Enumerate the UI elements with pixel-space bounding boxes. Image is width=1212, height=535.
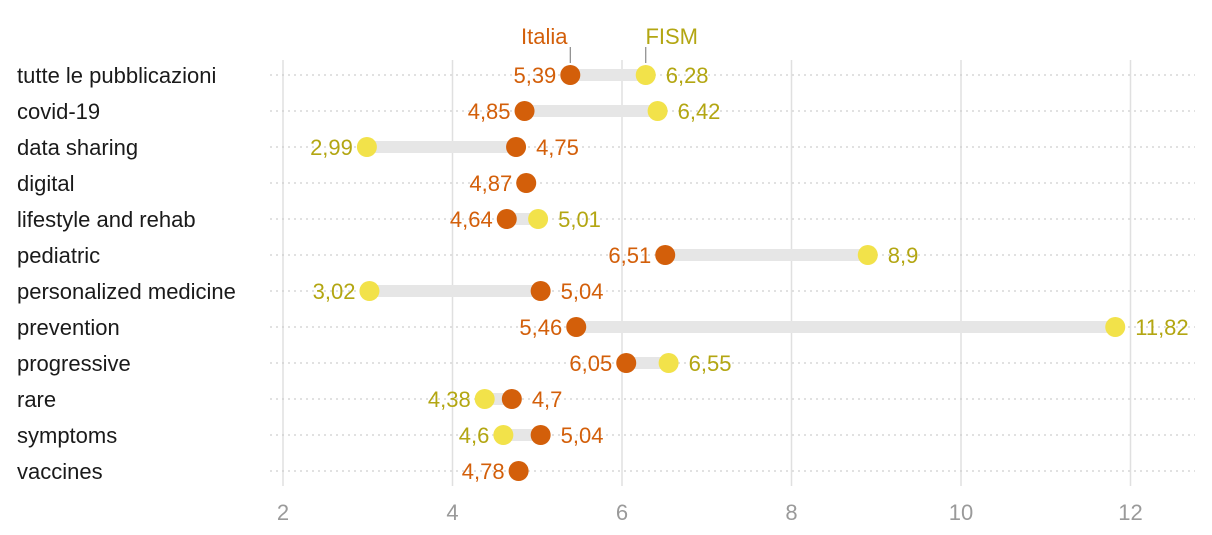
italia-dot <box>516 173 537 193</box>
label-layer: tutte le pubblicazioni 5,39 6,28 covid-19 4,… <box>17 63 1189 484</box>
fism-value-label: 6,28 <box>666 63 709 88</box>
italia-value-label: 4,75 <box>536 135 579 160</box>
italia-dot <box>655 245 676 265</box>
category-label: covid-19 <box>17 99 100 124</box>
category-label: lifestyle and rehab <box>17 207 196 232</box>
fism-value-label: 11,82 <box>1135 315 1188 340</box>
x-tick-label: 10 <box>949 500 973 525</box>
category-label: progressive <box>17 351 131 376</box>
italia-value-label: 4,87 <box>469 171 512 196</box>
category-label: rare <box>17 387 56 412</box>
x-tick-label: 6 <box>616 500 628 525</box>
italia-dot <box>566 317 587 337</box>
fism-value-label: 5,01 <box>558 207 601 232</box>
italia-value-label: 5,04 <box>561 423 604 448</box>
fism-value-label: 8,9 <box>888 243 919 268</box>
fism-dot <box>474 389 495 409</box>
italia-dot <box>530 281 551 301</box>
italia-dot <box>530 425 551 445</box>
italia-legend-label: Italia <box>521 24 568 49</box>
italia-value-label: 6,05 <box>569 351 612 376</box>
category-label: symptoms <box>17 423 117 448</box>
fism-value-label: 4,6 <box>459 423 490 448</box>
fism-value-label: 4,38 <box>428 387 471 412</box>
italia-value-label: 4,7 <box>532 387 563 412</box>
x-tick-label: 8 <box>785 500 797 525</box>
fism-dot <box>493 425 514 445</box>
x-tick-label: 2 <box>277 500 289 525</box>
italia-value-label: 4,78 <box>462 459 505 484</box>
italia-value-label: 4,85 <box>468 99 511 124</box>
category-label: data sharing <box>17 135 138 160</box>
category-label: pediatric <box>17 243 100 268</box>
x-tick-label: 4 <box>446 500 458 525</box>
fism-value-label: 2,99 <box>310 135 353 160</box>
italia-value-label: 6,51 <box>608 243 651 268</box>
italia-dot <box>514 101 535 121</box>
fism-dot <box>528 209 549 229</box>
italia-value-label: 5,39 <box>513 63 556 88</box>
italia-value-label: 5,04 <box>561 279 604 304</box>
category-label: tutte le pubblicazioni <box>17 63 216 88</box>
italia-dot <box>508 461 529 481</box>
italia-dot <box>560 65 581 85</box>
dot-layer <box>356 65 1126 481</box>
fism-value-label: 6,55 <box>689 351 732 376</box>
category-label: prevention <box>17 315 120 340</box>
category-label: personalized medicine <box>17 279 236 304</box>
fism-value-label: 3,02 <box>313 279 356 304</box>
fism-legend-label: FISM <box>645 24 698 49</box>
fism-dot <box>658 353 679 373</box>
fism-dot <box>857 245 878 265</box>
legend-layer: Italia FISM <box>521 24 698 63</box>
italia-dot <box>501 389 522 409</box>
fism-dot <box>635 65 656 85</box>
category-label: vaccines <box>17 459 103 484</box>
italia-dot <box>616 353 637 373</box>
fism-dot <box>356 137 377 157</box>
italia-value-label: 4,64 <box>450 207 493 232</box>
italia-value-label: 5,46 <box>519 315 562 340</box>
italia-dot <box>496 209 517 229</box>
fism-dot <box>647 101 668 121</box>
category-label: digital <box>17 171 74 196</box>
fism-dot <box>359 281 380 301</box>
fism-value-label: 6,42 <box>678 99 721 124</box>
x-tick-label: 12 <box>1118 500 1142 525</box>
italia-dot <box>506 137 527 157</box>
fism-dot <box>1105 317 1126 337</box>
